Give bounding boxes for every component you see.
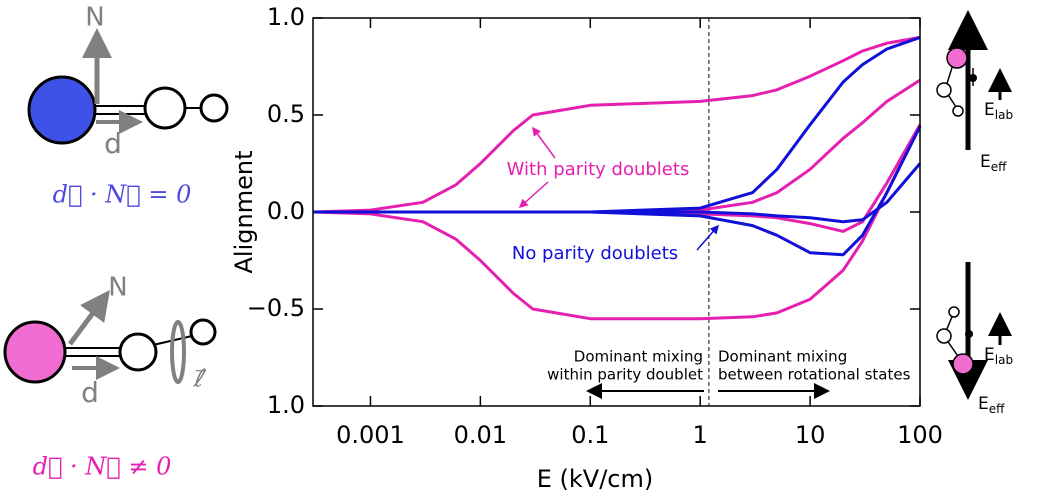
n-label: N — [85, 3, 104, 33]
e: E — [984, 100, 995, 120]
annotation: Dominant mixing — [718, 348, 847, 366]
field-top: Elab Eeff — [936, 10, 1013, 174]
x-tick-label: 0.1 — [571, 421, 609, 449]
e-lab: Elab — [984, 100, 1013, 122]
series-line — [312, 35, 921, 214]
equation: d⃗ · N⃗ ≠ 0 — [33, 453, 172, 481]
d-label: d — [104, 127, 122, 160]
plot-frame — [312, 17, 921, 407]
annotation-arrow — [696, 224, 719, 251]
series-line — [312, 124, 922, 321]
x-axis-title: E (kV/cm) — [537, 465, 654, 493]
annotation: between rotational states — [718, 366, 911, 384]
y-tick-label: 1.0 — [267, 391, 305, 419]
annotation: Dominant mixing — [574, 348, 703, 366]
series-line — [313, 35, 921, 214]
field-bottom: Elab Eeff — [936, 262, 1013, 416]
annotation-arrow — [532, 126, 556, 159]
l-label: ℓ⃗ — [192, 365, 207, 393]
e-eff: Eeff — [978, 394, 1005, 416]
sub: lab — [995, 108, 1013, 122]
annotation: within parity doublet — [547, 366, 703, 384]
diagram-top: N d d⃗ · N⃗ = 0 — [27, 3, 229, 209]
annotation: No parity doublets — [512, 243, 678, 264]
y-tick-label: 1.0 — [267, 3, 305, 31]
sub: eff — [991, 160, 1007, 174]
x-tick-label: 100 — [897, 421, 943, 449]
sub: eff — [989, 402, 1005, 416]
annotation: With parity doublets — [507, 159, 690, 180]
x-tick-label: 0.001 — [336, 421, 405, 449]
y-tick-label: −0.5 — [247, 294, 305, 322]
y-tick-label: 0.0 — [267, 197, 305, 225]
x-tick-label: 10 — [795, 421, 826, 449]
x-tick-label: 0.01 — [454, 421, 507, 449]
y-tick-label: 0.5 — [267, 100, 305, 128]
e-lab: Elab — [984, 345, 1013, 367]
d-label: d — [81, 376, 99, 409]
x-tick-label: 1 — [693, 421, 708, 449]
series-line — [313, 125, 922, 257]
e: E — [978, 394, 989, 414]
annotation-arrow — [518, 181, 549, 208]
series-line — [313, 162, 922, 224]
y-axis-title: Alignment — [230, 151, 258, 274]
e-eff: Eeff — [980, 152, 1007, 174]
equation: d⃗ · N⃗ = 0 — [53, 181, 192, 209]
diagram-bottom: N d ℓ⃗ d⃗ · N⃗ ≠ 0 — [3, 273, 217, 481]
sub: lab — [995, 353, 1013, 367]
n-label: N — [108, 273, 127, 303]
e: E — [984, 345, 995, 365]
e: E — [980, 152, 991, 172]
